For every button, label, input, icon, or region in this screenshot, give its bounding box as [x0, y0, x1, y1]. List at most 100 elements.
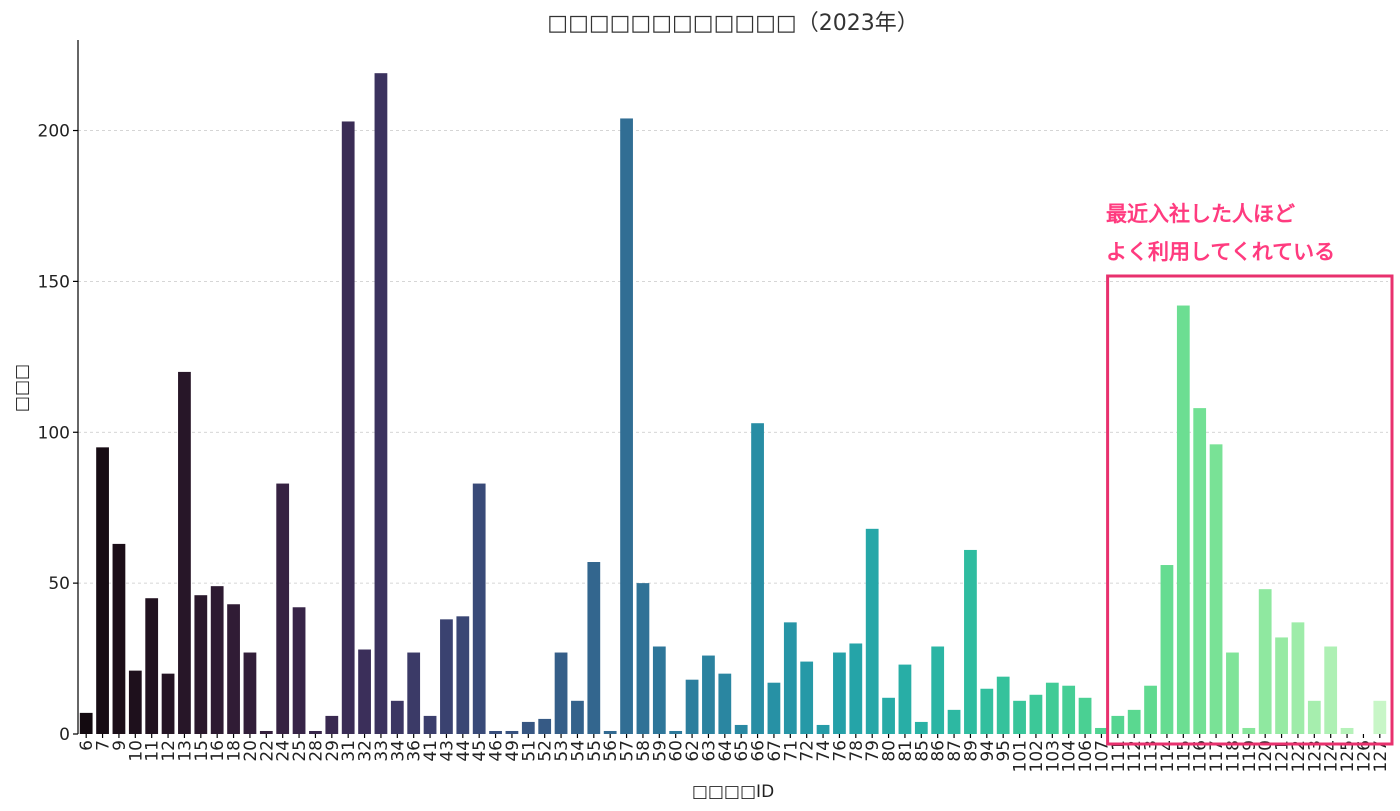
bar — [1176, 305, 1190, 734]
x-tick-label: 53 — [552, 740, 572, 762]
x-tick-label: 107 — [1092, 740, 1112, 772]
bar — [1275, 637, 1288, 734]
bar — [1160, 565, 1174, 734]
bar — [128, 670, 142, 734]
bar — [571, 700, 584, 734]
bar — [145, 598, 159, 734]
x-tick-label: 65 — [732, 740, 752, 762]
x-axis-label: □□□□ID — [692, 782, 774, 802]
x-tick-label: 71 — [781, 740, 801, 762]
annotation-line-2: よく利用してくれている — [1106, 240, 1335, 264]
bar — [309, 730, 322, 734]
x-tick-label: 56 — [601, 740, 621, 762]
x-tick-label: 117 — [1207, 740, 1227, 772]
x-tick-label: 80 — [880, 740, 900, 762]
x-tick-label: 10 — [126, 740, 146, 762]
bar — [980, 688, 994, 734]
x-tick-label: 34 — [388, 740, 408, 762]
bar — [1291, 622, 1305, 734]
bar — [489, 730, 502, 734]
bar — [390, 700, 404, 734]
bar — [833, 652, 846, 734]
x-tick-label: 115 — [1174, 740, 1194, 772]
x-tick-label: 106 — [1076, 740, 1096, 772]
bar — [1045, 682, 1059, 734]
x-tick-label: 7 — [94, 740, 114, 751]
x-tick-label: 15 — [192, 740, 212, 762]
x-tick-label: 51 — [519, 740, 539, 762]
bar — [243, 652, 257, 734]
bar — [1373, 700, 1387, 734]
bar — [79, 712, 93, 734]
x-tick-label: 124 — [1322, 740, 1342, 772]
bar — [1307, 700, 1321, 734]
x-tick-label: 22 — [257, 740, 277, 762]
x-tick-label: 67 — [765, 740, 785, 762]
x-tick-label: 36 — [405, 740, 425, 762]
y-tick-label: 150 — [38, 272, 70, 292]
bar — [472, 483, 486, 734]
x-tick-label: 12 — [159, 740, 179, 762]
x-tick-label: 116 — [1191, 740, 1211, 772]
bar — [620, 118, 633, 734]
x-tick-label: 6 — [77, 740, 97, 751]
x-tick-label: 114 — [1158, 740, 1178, 772]
x-tick-label: 52 — [536, 740, 556, 762]
bar — [702, 655, 715, 734]
bar — [538, 718, 552, 734]
bar — [276, 483, 290, 734]
x-tick-label: 41 — [421, 740, 441, 762]
bar — [1193, 408, 1207, 734]
x-tick-label: 78 — [847, 740, 867, 762]
x-tick-label: 28 — [306, 740, 326, 762]
x-tick-label: 46 — [487, 740, 507, 762]
x-tick-label: 74 — [814, 740, 834, 762]
x-tick-label: 9 — [110, 740, 130, 751]
x-tick-label: 29 — [323, 740, 343, 762]
highlight-box — [1106, 274, 1394, 746]
x-tick-label: 104 — [1060, 740, 1080, 772]
y-tick-labels: 0 50 100 150 200 — [38, 122, 78, 745]
bar — [882, 697, 895, 734]
bar — [1127, 709, 1141, 734]
bar — [865, 528, 879, 734]
x-tick-label: 86 — [929, 740, 949, 762]
bar — [440, 619, 453, 734]
bar — [1226, 652, 1239, 734]
bar — [767, 682, 781, 734]
chart-title: □□□□□□□□□□□□（2023年） — [547, 11, 918, 36]
bar — [1111, 715, 1125, 734]
x-tick-label: 59 — [650, 740, 670, 762]
bar — [1242, 727, 1256, 734]
x-tick-label: 16 — [208, 740, 228, 762]
bar — [554, 652, 568, 734]
bar — [685, 679, 699, 734]
x-tick-label: 44 — [454, 740, 474, 762]
x-tick-labels: 6791011121315161820222425282931323334364… — [77, 734, 1391, 772]
y-tick-label: 200 — [38, 122, 70, 142]
bar — [505, 730, 519, 734]
bar — [800, 661, 814, 734]
x-tick-label: 112 — [1125, 740, 1145, 772]
bar — [603, 730, 617, 734]
x-tick-label: 120 — [1256, 740, 1276, 772]
annotation: 最近入社した人ほど よく利用してくれている — [1105, 201, 1394, 746]
x-tick-label: 33 — [372, 740, 392, 762]
bar — [783, 622, 797, 734]
x-tick-label: 113 — [1142, 740, 1162, 772]
x-tick-label: 103 — [1043, 740, 1063, 772]
x-tick-label: 49 — [503, 740, 523, 762]
bar — [358, 649, 371, 734]
bar — [751, 423, 764, 734]
x-tick-label: 62 — [683, 740, 703, 762]
x-tick-label: 127 — [1371, 740, 1391, 772]
x-tick-label: 25 — [290, 740, 310, 762]
bar — [587, 562, 601, 734]
bar — [1095, 727, 1108, 734]
x-tick-label: 85 — [912, 740, 932, 762]
bar — [521, 721, 535, 734]
bar — [964, 549, 977, 734]
x-tick-label: 118 — [1223, 740, 1243, 772]
x-tick-label: 87 — [945, 740, 965, 762]
x-tick-label: 94 — [978, 740, 998, 762]
